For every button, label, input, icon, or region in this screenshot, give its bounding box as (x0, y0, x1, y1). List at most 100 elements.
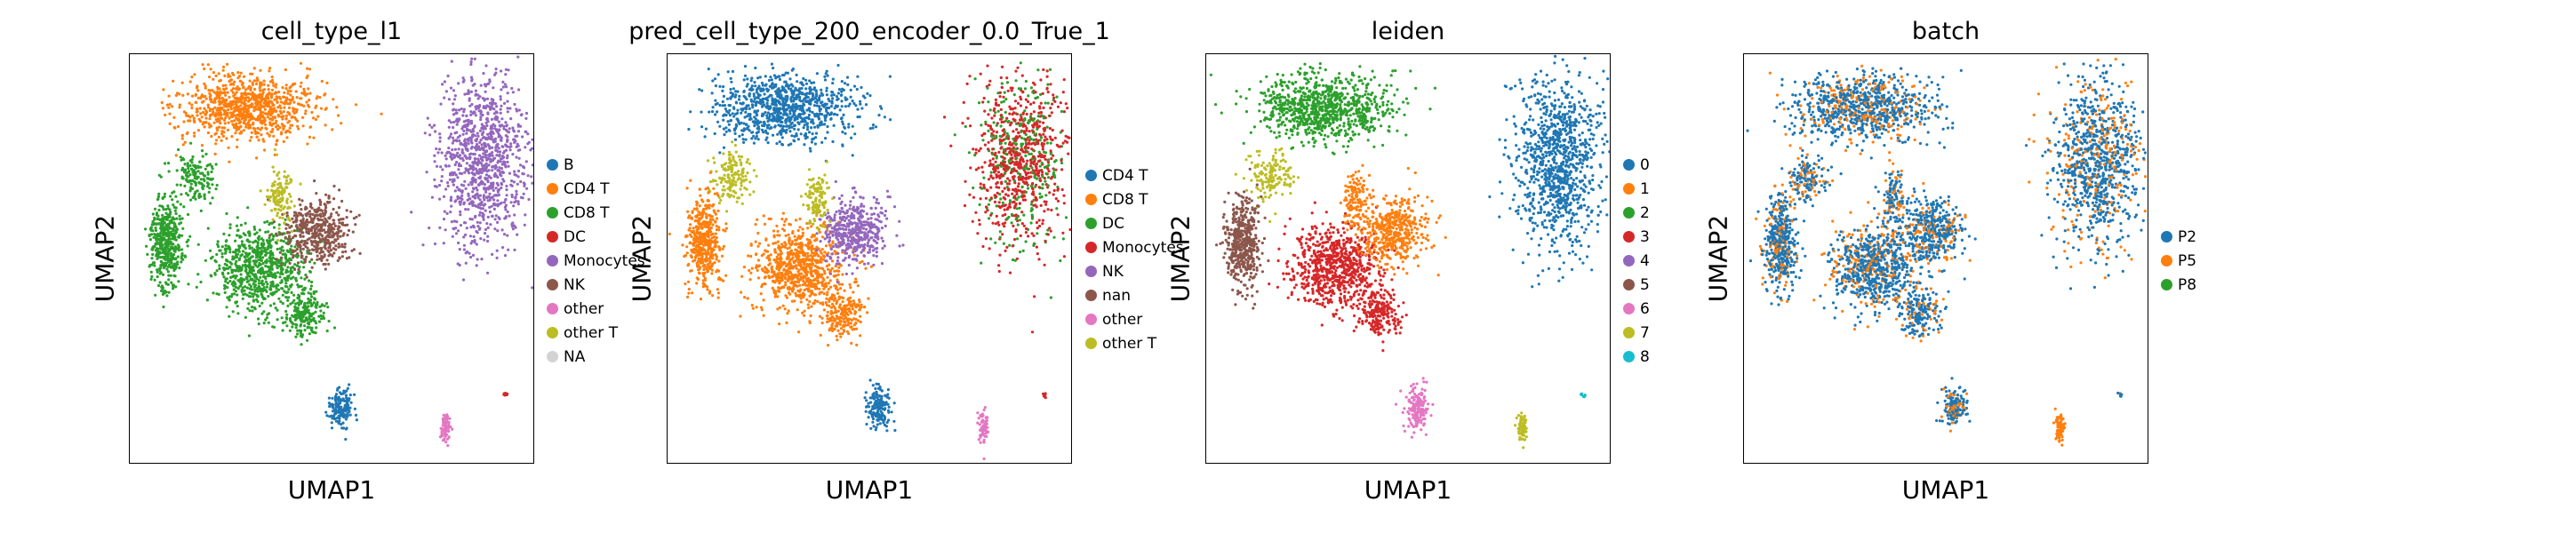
scatter-point (792, 139, 796, 142)
scatter-point (151, 220, 155, 224)
scatter-point (847, 104, 851, 107)
scatter-point (753, 115, 756, 119)
scatter-point (204, 174, 207, 178)
scatter-point (218, 266, 221, 271)
scatter-point (203, 179, 206, 183)
scatter-point (840, 93, 844, 97)
scatter-point (830, 101, 834, 105)
scatter-point (221, 84, 225, 87)
scatter-point (226, 91, 229, 94)
scatter-point (227, 146, 230, 149)
legend-label: DC (564, 227, 586, 246)
scatter-point (211, 113, 214, 116)
scatter-point (196, 189, 199, 193)
scatter-point (252, 292, 256, 296)
scatter-point (774, 76, 778, 80)
scatter-point (269, 123, 273, 126)
scatter-point (863, 96, 867, 99)
scatter-point (227, 73, 230, 76)
scatter-point (206, 103, 210, 107)
scatter-point (729, 76, 732, 80)
legend-marker (547, 159, 558, 171)
scatter-point (763, 92, 766, 96)
scatter-point (271, 237, 275, 242)
scatter-point (279, 100, 283, 104)
scatter-point (803, 123, 806, 127)
scatter-point (251, 91, 254, 94)
scatter-point (775, 107, 779, 110)
scatter-point (288, 101, 292, 105)
scatter-point (223, 99, 227, 102)
scatter-point (849, 88, 852, 91)
scatter-point (794, 86, 797, 90)
scatter-point (171, 216, 175, 219)
scatter-point (308, 135, 311, 139)
scatter-point (164, 264, 168, 267)
scatter-point (230, 135, 234, 139)
scatter-point (208, 117, 212, 121)
scatter-point (166, 255, 170, 259)
scatter-point (224, 243, 228, 247)
scatter-point (211, 196, 214, 200)
scatter-point (221, 134, 225, 138)
scatter-point (240, 83, 244, 86)
scatter-point (218, 114, 221, 117)
scatter-point (201, 155, 204, 158)
scatter-point (196, 175, 199, 179)
scatter-point (335, 106, 339, 109)
scatter-point (860, 107, 864, 110)
scatter-point (736, 117, 740, 121)
scatter-point (286, 91, 290, 95)
scatter-point (265, 112, 268, 115)
scatter-point (205, 164, 209, 168)
scatter-point (208, 76, 212, 79)
scatter-point (269, 96, 274, 99)
scatter-point (172, 283, 175, 287)
scatter-point (710, 110, 715, 114)
scatter-point (807, 113, 811, 117)
scatter-point (689, 110, 692, 114)
scatter-point (859, 99, 862, 103)
scatter-point (215, 126, 219, 130)
scatter-point (268, 80, 272, 84)
scatter-point (156, 195, 161, 198)
scatter-point (199, 165, 203, 169)
scatter-point (260, 126, 264, 130)
scatter-point (205, 181, 209, 185)
scatter-point (308, 91, 312, 95)
scatter-point (776, 113, 780, 116)
scatter-point (725, 109, 729, 113)
scatter-point (220, 116, 224, 120)
scatter-point (263, 107, 267, 111)
scatter-point (314, 106, 317, 109)
scatter-point (268, 134, 271, 138)
scatter-point (305, 100, 308, 104)
scatter-point (819, 121, 822, 124)
scatter-point (340, 122, 343, 125)
scatter-point (246, 206, 250, 210)
scatter-point (251, 81, 254, 84)
scatter-point (775, 142, 779, 146)
scatter-point (236, 216, 239, 219)
scatter-point (874, 125, 878, 129)
scatter-point (257, 279, 260, 282)
scatter-point (160, 260, 164, 264)
scatter-point (237, 108, 241, 112)
scatter-point (180, 260, 183, 264)
scatter-point (170, 266, 173, 269)
scatter-point (173, 209, 177, 212)
scatter-point (204, 152, 208, 156)
scatter-point (687, 127, 691, 131)
scatter-point (324, 107, 328, 110)
scatter-point (220, 132, 224, 136)
scatter-point (183, 170, 187, 173)
scatter-point (193, 134, 196, 138)
scatter-point (281, 302, 284, 306)
scatter-point (158, 281, 162, 284)
scatter-point (803, 143, 806, 147)
scatter-point (190, 103, 194, 107)
scatter-point (325, 81, 329, 84)
scatter-point (164, 290, 168, 294)
scatter-point (223, 74, 227, 77)
scatter-point (159, 242, 163, 245)
